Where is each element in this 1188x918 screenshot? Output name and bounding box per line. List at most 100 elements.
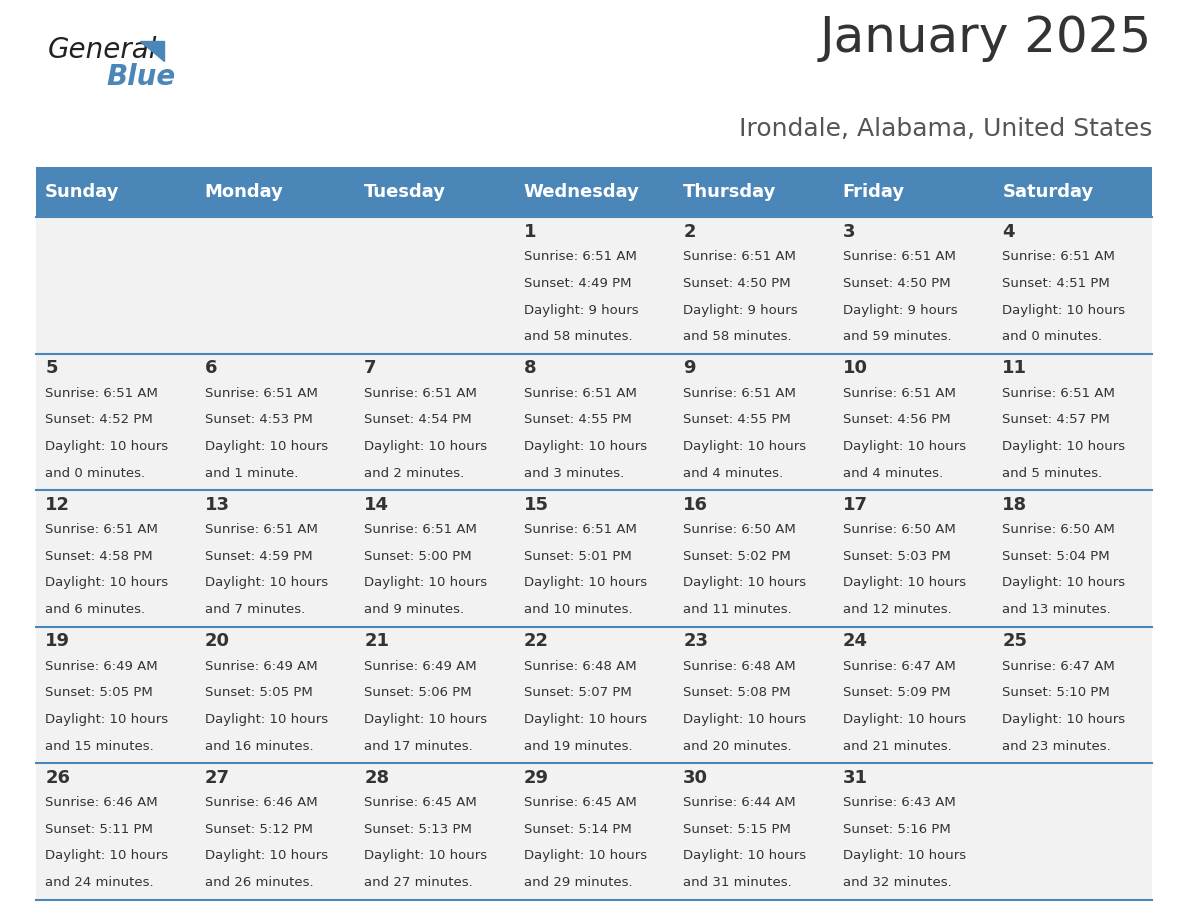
Text: Sunrise: 6:51 AM: Sunrise: 6:51 AM [45,386,158,399]
Text: Sunrise: 6:44 AM: Sunrise: 6:44 AM [683,796,796,809]
Text: 1: 1 [524,223,536,241]
Text: Sunset: 5:11 PM: Sunset: 5:11 PM [45,823,153,835]
Text: and 32 minutes.: and 32 minutes. [842,876,952,889]
Text: and 6 minutes.: and 6 minutes. [45,603,145,616]
Text: and 23 minutes.: and 23 minutes. [1003,740,1111,753]
Text: and 16 minutes.: and 16 minutes. [204,740,314,753]
Text: Daylight: 10 hours: Daylight: 10 hours [842,440,966,453]
Text: Daylight: 10 hours: Daylight: 10 hours [365,713,487,726]
Text: Sunset: 5:04 PM: Sunset: 5:04 PM [1003,550,1110,563]
Text: Blue: Blue [107,63,176,91]
Text: and 9 minutes.: and 9 minutes. [365,603,465,616]
Bar [514,627,674,763]
Bar [195,627,355,763]
Text: Sunset: 5:08 PM: Sunset: 5:08 PM [683,687,791,700]
Text: 16: 16 [683,496,708,514]
Text: Sunset: 5:14 PM: Sunset: 5:14 PM [524,823,632,835]
Text: Sunrise: 6:50 AM: Sunrise: 6:50 AM [683,523,796,536]
Text: 26: 26 [45,768,70,787]
Bar [993,490,1152,627]
Text: Sunrise: 6:51 AM: Sunrise: 6:51 AM [524,251,637,263]
Text: and 7 minutes.: and 7 minutes. [204,603,305,616]
Text: Sunset: 5:05 PM: Sunset: 5:05 PM [204,687,312,700]
Text: Daylight: 10 hours: Daylight: 10 hours [524,849,646,862]
Text: Sunset: 4:50 PM: Sunset: 4:50 PM [683,277,791,290]
Text: 13: 13 [204,496,229,514]
Text: Daylight: 10 hours: Daylight: 10 hours [45,577,169,589]
Text: 3: 3 [842,223,855,241]
Polygon shape [140,40,164,61]
Text: 19: 19 [45,633,70,650]
Bar [674,763,833,900]
Text: Sunset: 4:55 PM: Sunset: 4:55 PM [683,413,791,426]
Text: Daylight: 10 hours: Daylight: 10 hours [204,577,328,589]
Text: Sunrise: 6:45 AM: Sunrise: 6:45 AM [365,796,476,809]
Text: 28: 28 [365,768,390,787]
Bar [195,763,355,900]
Bar [514,353,674,490]
Bar [833,353,993,490]
Bar [195,353,355,490]
Text: and 5 minutes.: and 5 minutes. [1003,466,1102,479]
Text: Sunrise: 6:51 AM: Sunrise: 6:51 AM [45,523,158,536]
Bar [833,627,993,763]
Text: and 13 minutes.: and 13 minutes. [1003,603,1111,616]
Text: and 0 minutes.: and 0 minutes. [1003,330,1102,343]
Text: and 0 minutes.: and 0 minutes. [45,466,145,479]
Text: and 27 minutes.: and 27 minutes. [365,876,473,889]
Bar [993,353,1152,490]
Text: Daylight: 9 hours: Daylight: 9 hours [683,304,798,317]
Text: Sunrise: 6:50 AM: Sunrise: 6:50 AM [842,523,955,536]
Text: and 21 minutes.: and 21 minutes. [842,740,952,753]
Text: and 58 minutes.: and 58 minutes. [683,330,792,343]
Text: Sunset: 5:16 PM: Sunset: 5:16 PM [842,823,950,835]
Text: Sunset: 5:13 PM: Sunset: 5:13 PM [365,823,472,835]
Bar [195,490,355,627]
Text: Friday: Friday [842,183,905,201]
Text: Sunrise: 6:47 AM: Sunrise: 6:47 AM [1003,660,1116,673]
Text: Sunrise: 6:51 AM: Sunrise: 6:51 AM [683,386,796,399]
Text: Sunset: 5:10 PM: Sunset: 5:10 PM [1003,687,1110,700]
Text: Sunset: 4:52 PM: Sunset: 4:52 PM [45,413,153,426]
Text: Sunrise: 6:51 AM: Sunrise: 6:51 AM [204,523,317,536]
Text: Sunrise: 6:51 AM: Sunrise: 6:51 AM [842,251,955,263]
Bar [355,490,514,627]
Text: and 26 minutes.: and 26 minutes. [204,876,314,889]
Text: Sunrise: 6:51 AM: Sunrise: 6:51 AM [1003,251,1116,263]
Text: Sunrise: 6:46 AM: Sunrise: 6:46 AM [204,796,317,809]
Text: 20: 20 [204,633,229,650]
Text: 25: 25 [1003,633,1028,650]
Text: Sunset: 5:15 PM: Sunset: 5:15 PM [683,823,791,835]
Text: January 2025: January 2025 [820,14,1152,62]
Bar [833,490,993,627]
Text: Sunset: 4:53 PM: Sunset: 4:53 PM [204,413,312,426]
Text: 12: 12 [45,496,70,514]
Text: Sunset: 5:02 PM: Sunset: 5:02 PM [683,550,791,563]
Bar [36,763,195,900]
Text: Daylight: 9 hours: Daylight: 9 hours [842,304,958,317]
Text: Sunset: 5:01 PM: Sunset: 5:01 PM [524,550,632,563]
Text: Daylight: 9 hours: Daylight: 9 hours [524,304,638,317]
Text: Daylight: 10 hours: Daylight: 10 hours [365,440,487,453]
Text: Daylight: 10 hours: Daylight: 10 hours [1003,713,1125,726]
Bar [674,218,833,353]
Text: Saturday: Saturday [1003,183,1094,201]
Text: Daylight: 10 hours: Daylight: 10 hours [365,577,487,589]
Text: 22: 22 [524,633,549,650]
Text: Sunrise: 6:43 AM: Sunrise: 6:43 AM [842,796,955,809]
Text: and 4 minutes.: and 4 minutes. [842,466,943,479]
Text: Sunrise: 6:49 AM: Sunrise: 6:49 AM [204,660,317,673]
Text: 17: 17 [842,496,867,514]
Text: General: General [48,36,157,63]
Text: and 15 minutes.: and 15 minutes. [45,740,154,753]
Bar [993,627,1152,763]
Bar [355,627,514,763]
Text: Sunset: 5:03 PM: Sunset: 5:03 PM [842,550,950,563]
Text: Sunrise: 6:51 AM: Sunrise: 6:51 AM [204,386,317,399]
Text: Sunset: 4:59 PM: Sunset: 4:59 PM [204,550,312,563]
Bar [514,490,674,627]
Text: and 59 minutes.: and 59 minutes. [842,330,952,343]
Text: and 19 minutes.: and 19 minutes. [524,740,632,753]
Text: Sunrise: 6:51 AM: Sunrise: 6:51 AM [524,386,637,399]
Text: Daylight: 10 hours: Daylight: 10 hours [1003,577,1125,589]
